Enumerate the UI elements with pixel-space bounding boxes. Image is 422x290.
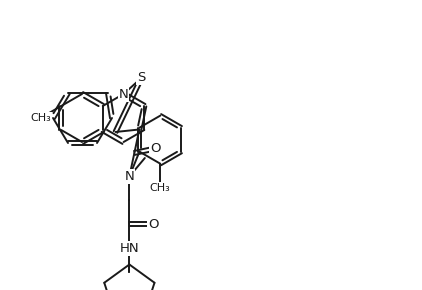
Text: HN: HN	[119, 242, 139, 255]
Text: CH₃: CH₃	[150, 183, 170, 193]
Text: O: O	[148, 218, 159, 231]
Text: N: N	[124, 170, 134, 183]
Text: N: N	[119, 88, 128, 101]
Text: CH₃: CH₃	[30, 113, 51, 123]
Text: S: S	[137, 71, 146, 84]
Text: O: O	[150, 142, 161, 155]
